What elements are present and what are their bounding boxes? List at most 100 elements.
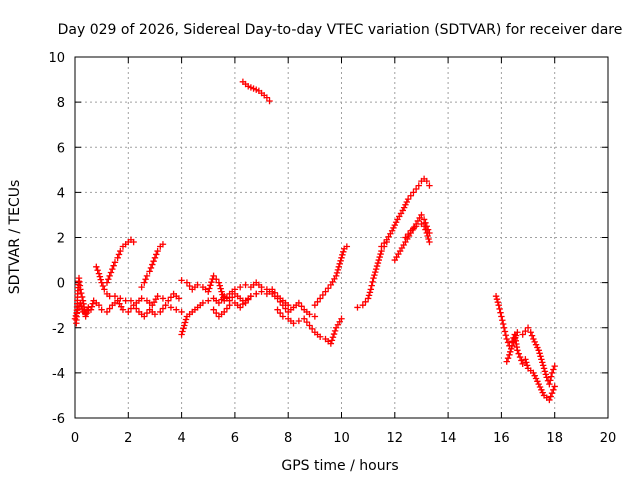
data-point [221, 308, 228, 316]
data-point [425, 235, 432, 243]
data-point [374, 259, 382, 267]
data-point [547, 377, 554, 384]
y-tick-label: -4 [52, 367, 65, 382]
data-point [536, 350, 543, 357]
data-point [154, 292, 161, 300]
x-tick-label: 16 [493, 431, 510, 446]
data-point [199, 299, 207, 307]
data-point [178, 331, 185, 338]
data-point [183, 279, 191, 286]
data-point [550, 366, 557, 373]
data-point [407, 192, 414, 199]
data-point [263, 286, 271, 293]
data-point [540, 365, 548, 372]
data-point [415, 182, 422, 189]
data-point [543, 374, 550, 381]
data-point [181, 319, 189, 326]
data-points [71, 78, 558, 404]
data-point [213, 309, 220, 317]
data-point [253, 290, 260, 298]
data-point [338, 254, 345, 262]
data-point [143, 272, 151, 280]
data-point [507, 348, 514, 356]
data-point [403, 198, 410, 206]
data-point [530, 369, 537, 377]
data-point [514, 347, 521, 354]
data-point [511, 335, 518, 343]
data-point [378, 243, 385, 250]
data-point [82, 313, 89, 320]
y-tick-label: 4 [57, 186, 65, 201]
data-point [548, 389, 556, 397]
data-point [306, 322, 313, 329]
data-point [266, 97, 273, 105]
data-point [527, 329, 534, 336]
data-point [506, 351, 513, 359]
data-point [221, 297, 228, 304]
y-tick-label: 6 [57, 141, 65, 156]
data-point [535, 347, 542, 354]
data-point [503, 358, 510, 365]
data-point [523, 362, 531, 369]
series-track-17 [492, 292, 558, 404]
series-track-8 [210, 290, 260, 320]
grid [75, 57, 608, 418]
data-point [334, 266, 342, 274]
data-point [424, 232, 431, 240]
x-tick-label: 18 [546, 431, 563, 446]
data-point [110, 262, 117, 269]
axis-ticks: 0 2 4 6 8 10 12 14 16 18 20 -6 -4 -2 0 2 4 6 8 10 [48, 51, 616, 446]
data-point [343, 243, 351, 250]
data-point [106, 305, 113, 312]
data-point [213, 276, 220, 283]
data-point [159, 295, 167, 302]
data-point [494, 298, 502, 306]
data-point [495, 301, 502, 309]
data-point [274, 306, 281, 313]
data-point [541, 368, 549, 375]
data-point [339, 251, 346, 258]
data-point [369, 278, 376, 286]
data-point [146, 268, 153, 275]
data-point [159, 305, 167, 312]
series-track-12 [311, 243, 351, 309]
data-point [546, 396, 553, 404]
data-point [522, 327, 529, 335]
data-point [95, 301, 103, 309]
data-point [531, 338, 538, 346]
data-point [141, 313, 148, 320]
data-point [410, 189, 417, 196]
data-point [366, 289, 374, 296]
data-point [531, 372, 538, 379]
data-point [78, 289, 85, 297]
data-point [330, 330, 338, 338]
data-point [109, 265, 116, 273]
data-point [277, 309, 284, 317]
data-point [231, 286, 239, 293]
data-point [308, 325, 316, 333]
data-point [85, 306, 92, 313]
data-point [143, 309, 151, 317]
data-point [337, 257, 344, 265]
data-point [311, 313, 319, 320]
data-point [332, 272, 340, 280]
data-point [316, 333, 324, 340]
data-point [103, 308, 111, 316]
data-point [95, 270, 103, 277]
data-point [534, 344, 541, 351]
data-point [550, 386, 557, 393]
data-point [205, 288, 212, 295]
data-point [210, 306, 217, 313]
data-point [149, 261, 156, 268]
data-point [373, 262, 381, 270]
x-tick-label: 2 [124, 431, 132, 446]
data-point [180, 325, 187, 332]
x-tick-label: 8 [284, 431, 292, 446]
data-point [242, 281, 249, 289]
x-tick-label: 6 [231, 431, 239, 446]
data-point [377, 250, 384, 258]
data-point [507, 345, 515, 353]
data-point [295, 317, 303, 325]
data-point [534, 378, 541, 385]
